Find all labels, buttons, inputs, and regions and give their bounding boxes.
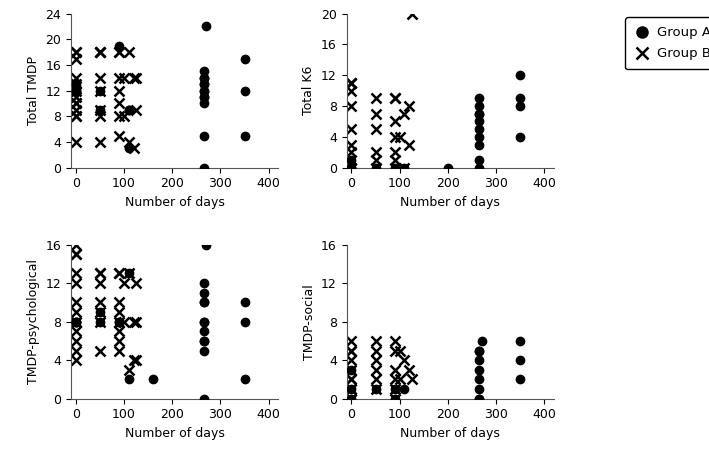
X-axis label: Number of days: Number of days xyxy=(401,427,501,440)
X-axis label: Number of days: Number of days xyxy=(401,196,501,209)
X-axis label: Number of days: Number of days xyxy=(125,427,225,440)
Y-axis label: TMDP-social: TMDP-social xyxy=(303,284,316,360)
X-axis label: Number of days: Number of days xyxy=(125,196,225,209)
Y-axis label: Total K6: Total K6 xyxy=(303,66,316,115)
Y-axis label: TMDP-psychological: TMDP-psychological xyxy=(27,259,40,384)
Legend: Group A, Group B: Group A, Group B xyxy=(625,17,709,69)
Y-axis label: Total TMDP: Total TMDP xyxy=(27,56,40,125)
